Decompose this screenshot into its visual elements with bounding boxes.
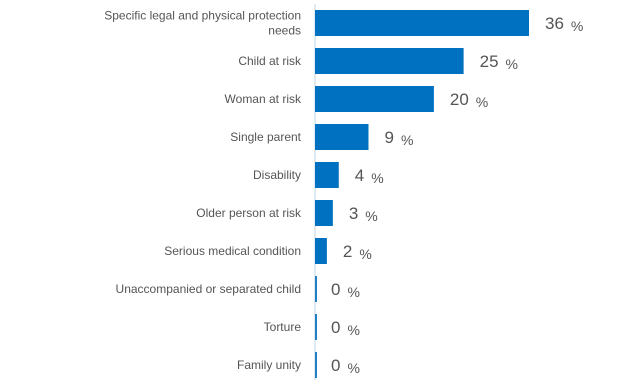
category-label: Serious medical condition bbox=[164, 244, 301, 258]
bar bbox=[315, 86, 434, 112]
value-label: 3% bbox=[349, 204, 378, 224]
bar bbox=[315, 238, 327, 264]
category-label: Unaccompanied or separated child bbox=[116, 282, 301, 296]
value-label: 4% bbox=[355, 166, 384, 186]
category-label: Single parent bbox=[230, 130, 301, 144]
bars-group: Specific legal and physical protection ne… bbox=[104, 9, 583, 378]
value-label: 20% bbox=[450, 90, 488, 110]
value-label: 0% bbox=[331, 280, 360, 300]
category-label: Woman at risk bbox=[225, 92, 302, 106]
value-label: 36% bbox=[545, 14, 583, 34]
bar bbox=[315, 162, 339, 188]
bar bbox=[315, 48, 464, 74]
value-label: 9% bbox=[385, 128, 414, 148]
value-label: 0% bbox=[331, 318, 360, 338]
bar bbox=[315, 200, 333, 226]
bar bbox=[315, 124, 369, 150]
category-label: Specific legal and physical protection ne… bbox=[104, 9, 301, 38]
value-label: 0% bbox=[331, 356, 360, 376]
value-label: 2% bbox=[343, 242, 372, 262]
bar bbox=[315, 276, 317, 302]
bar bbox=[315, 352, 317, 378]
category-label: Disability bbox=[253, 168, 301, 182]
value-label: 25% bbox=[480, 52, 518, 72]
bar bbox=[315, 10, 529, 36]
category-label: Child at risk bbox=[238, 54, 302, 68]
category-label: Torture bbox=[264, 320, 302, 334]
category-label: Older person at risk bbox=[196, 206, 302, 220]
bar bbox=[315, 314, 317, 340]
category-label: Family unity bbox=[237, 358, 301, 372]
